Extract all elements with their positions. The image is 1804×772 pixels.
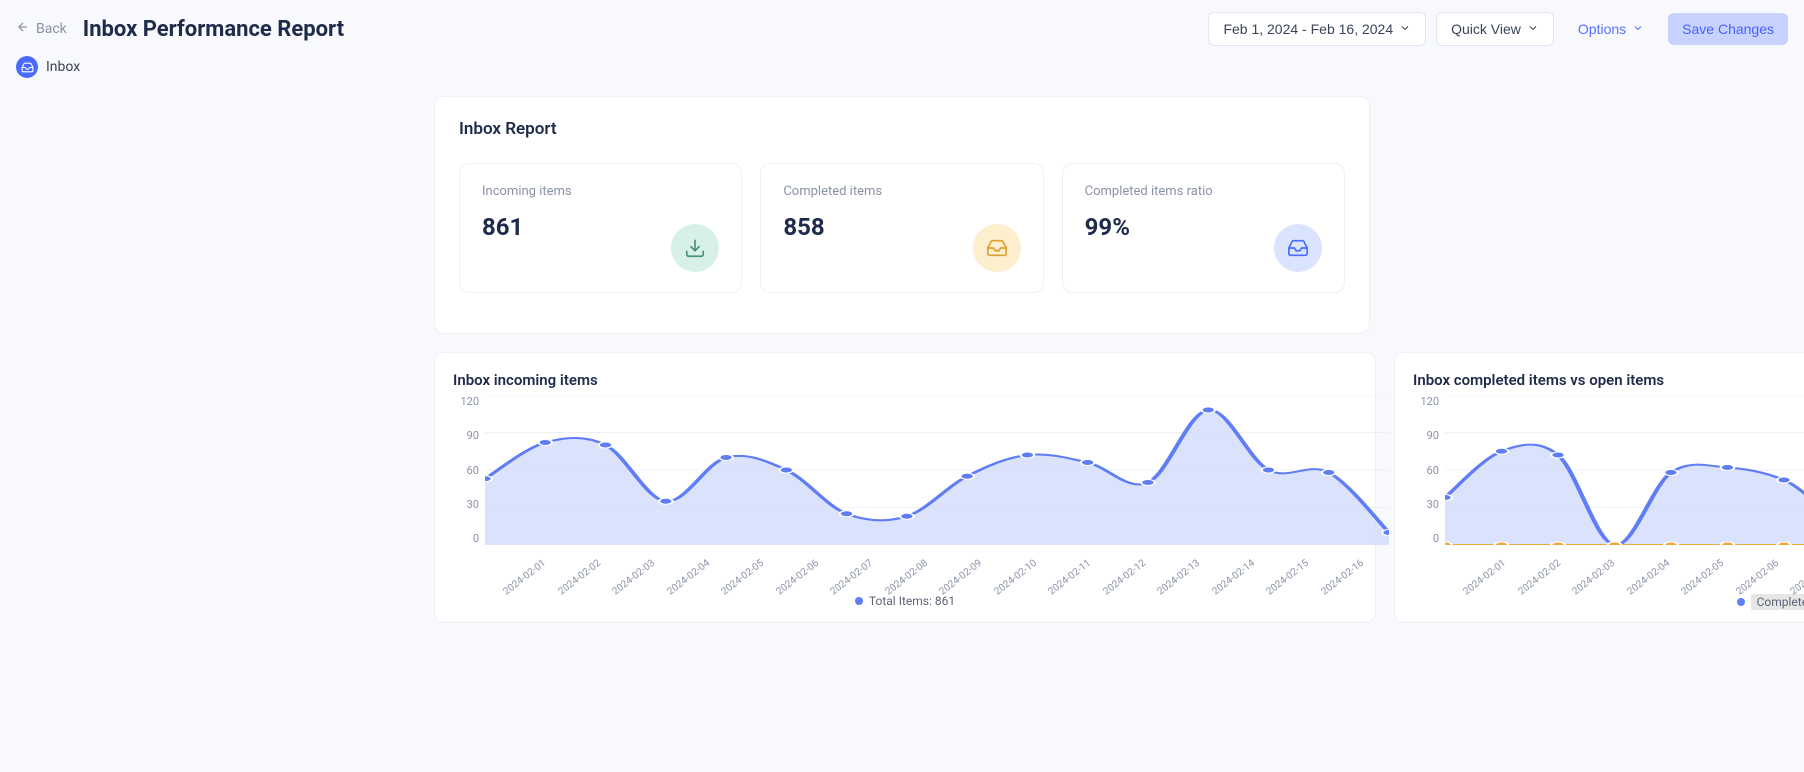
- chart-incoming-items: Inbox incoming items 120 90 60 30 0 2024-02-0…: [434, 352, 1376, 623]
- chart-plot: [1445, 395, 1804, 545]
- stat-card: Completed items ratio 99%: [1062, 163, 1345, 293]
- inbox-icon: [16, 56, 38, 78]
- stat-label: Completed items: [783, 184, 882, 199]
- chart-title: Inbox incoming items: [453, 371, 1357, 389]
- y-tick: 120: [1413, 395, 1439, 408]
- inbox-icon: [1274, 224, 1322, 272]
- legend-item: Total Items: 861: [855, 594, 955, 608]
- x-tick: 2024-02-08: [878, 549, 933, 598]
- inbox-icon: [973, 224, 1021, 272]
- x-tick: 2024-02-01: [1457, 549, 1512, 598]
- back-button[interactable]: Back: [16, 20, 67, 38]
- page-title: Inbox Performance Report: [83, 17, 344, 42]
- chart-completed-vs-open: Inbox completed items vs open items 120 9…: [1394, 352, 1804, 623]
- x-tick: 2024-02-01: [497, 549, 552, 598]
- x-tick: 2024-02-12: [1096, 549, 1151, 598]
- date-range-picker[interactable]: Feb 1, 2024 - Feb 16, 2024: [1208, 12, 1426, 46]
- save-label: Save Changes: [1682, 21, 1774, 37]
- x-tick: 2024-02-14: [1205, 549, 1260, 598]
- chart-plot: [485, 395, 1389, 545]
- quick-view-label: Quick View: [1451, 21, 1521, 37]
- stat-label: Completed items ratio: [1085, 184, 1213, 199]
- x-tick: 2024-02-10: [987, 549, 1042, 598]
- stat-card: Incoming items 861: [459, 163, 742, 293]
- stat-value: 99%: [1085, 213, 1213, 241]
- breadcrumb-inbox[interactable]: Inbox: [46, 59, 80, 75]
- report-panel-title: Inbox Report: [459, 119, 1345, 139]
- x-tick: 2024-02-06: [1729, 549, 1784, 598]
- x-tick: 2024-02-09: [933, 549, 988, 598]
- options-label: Options: [1578, 21, 1626, 37]
- download-icon: [671, 224, 719, 272]
- x-tick: 2024-02-07: [1784, 549, 1804, 598]
- x-tick: 2024-02-15: [1260, 549, 1315, 598]
- chevron-down-icon: [1527, 21, 1539, 37]
- stat-value: 858: [783, 213, 882, 241]
- date-range-label: Feb 1, 2024 - Feb 16, 2024: [1223, 21, 1393, 37]
- x-tick: 2024-02-07: [824, 549, 879, 598]
- quick-view-dropdown[interactable]: Quick View: [1436, 12, 1554, 46]
- x-tick: 2024-02-02: [551, 549, 606, 598]
- y-tick: 120: [453, 395, 479, 408]
- x-tick: 2024-02-06: [769, 549, 824, 598]
- chevron-down-icon: [1632, 21, 1644, 37]
- options-dropdown[interactable]: Options: [1564, 13, 1658, 45]
- y-tick: 60: [1413, 464, 1439, 477]
- stat-label: Incoming items: [482, 184, 572, 199]
- x-tick: 2024-02-05: [715, 549, 770, 598]
- x-tick: 2024-02-05: [1675, 549, 1730, 598]
- x-tick: 2024-02-04: [1620, 549, 1675, 598]
- y-tick: 60: [453, 464, 479, 477]
- y-tick: 90: [453, 429, 479, 442]
- stat-card: Completed items 858: [760, 163, 1043, 293]
- x-tick: 2024-02-02: [1511, 549, 1566, 598]
- chart-title: Inbox completed items vs open items: [1413, 371, 1804, 389]
- arrow-left-icon: [16, 20, 30, 38]
- x-tick: 2024-02-03: [1566, 549, 1621, 598]
- chevron-down-icon: [1399, 21, 1411, 37]
- y-tick: 90: [1413, 429, 1439, 442]
- stat-value: 861: [482, 213, 572, 241]
- x-tick: 2024-02-11: [1042, 549, 1097, 598]
- x-tick: 2024-02-16: [1314, 549, 1369, 598]
- y-tick: 30: [453, 498, 479, 511]
- x-tick: 2024-02-03: [606, 549, 661, 598]
- inbox-report-panel: Inbox Report Incoming items 861 Complete…: [434, 96, 1370, 334]
- x-tick: 2024-02-13: [1151, 549, 1206, 598]
- save-changes-button[interactable]: Save Changes: [1668, 13, 1788, 45]
- y-tick: 0: [1413, 532, 1439, 545]
- x-tick: 2024-02-04: [660, 549, 715, 598]
- y-tick: 30: [1413, 498, 1439, 511]
- y-tick: 0: [453, 532, 479, 545]
- back-label: Back: [36, 21, 67, 37]
